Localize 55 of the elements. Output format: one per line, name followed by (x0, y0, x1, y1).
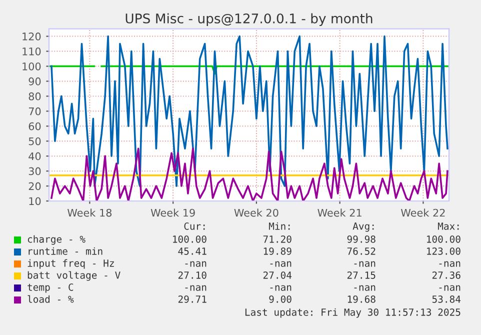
line-series (50, 148, 448, 201)
x-tick-label: Week 19 (150, 208, 195, 217)
text: 123.00 (427, 247, 460, 255)
text: -nan (185, 261, 206, 267)
y-tick-label: 90 (28, 77, 41, 86)
text: Max: (438, 222, 459, 230)
text: 53.84 (432, 295, 461, 303)
chart-title: UPS Misc - ups@127.0.0.1 - by month (126, 13, 372, 26)
legend-label: runtime - min (28, 247, 102, 255)
x-tick-label: Week 18 (67, 208, 112, 217)
y-tick-label: 50 (28, 137, 41, 146)
y-tick-label: 100 (22, 62, 41, 70)
text: 99.98 (347, 235, 376, 243)
text: 27.10 (178, 271, 206, 279)
text: 45.41 (178, 248, 206, 255)
y-tick-label: 110 (22, 47, 41, 56)
text: 9.00 (269, 295, 292, 303)
x-tick-label: Week 20 (234, 208, 278, 217)
y-tick-label: 70 (28, 107, 41, 116)
text: 27.04 (263, 271, 292, 279)
text: -nan (439, 261, 460, 267)
text: -nan (270, 285, 292, 291)
text: -nan (354, 285, 376, 291)
text: -nan (270, 261, 292, 267)
text: Cur: (184, 222, 205, 230)
text: 76.52 (347, 247, 376, 255)
y-tick-label: 10 (29, 197, 41, 206)
text: 29.71 (178, 295, 206, 303)
line-series (50, 35, 448, 187)
text: 27.36 (432, 271, 460, 279)
legend-label: temp - C (28, 283, 74, 293)
y-tick-label: 120 (22, 32, 41, 40)
x-tick-label: Week 22 (400, 208, 445, 217)
legend-label: input freq - Hz (28, 259, 114, 269)
x-tick-label: Week 21 (318, 208, 362, 217)
text: -nan (185, 285, 206, 291)
legend-label: load - % (28, 295, 74, 303)
text: -nan (354, 261, 376, 267)
y-tick-label: 20 (28, 182, 41, 190)
text: Avg: (352, 222, 374, 232)
text: Min: (268, 222, 290, 230)
text: 71.20 (263, 235, 292, 243)
text: 100.00 (427, 235, 460, 243)
legend-label: charge - % (28, 235, 86, 245)
text: 100.00 (173, 235, 206, 243)
text: 27.15 (347, 271, 376, 279)
text: 19.68 (348, 295, 376, 303)
y-tick-label: 40 (28, 152, 41, 160)
text: -nan (439, 285, 460, 291)
y-tick-label: 80 (28, 92, 41, 100)
y-tick-label: 60 (28, 122, 41, 130)
text: Last update: Fri May 30 11:57:13 2025 (245, 308, 460, 318)
legend-label: batt voltage - V (28, 271, 120, 281)
text: 19.89 (264, 247, 292, 255)
y-tick-label: 30 (28, 167, 41, 176)
